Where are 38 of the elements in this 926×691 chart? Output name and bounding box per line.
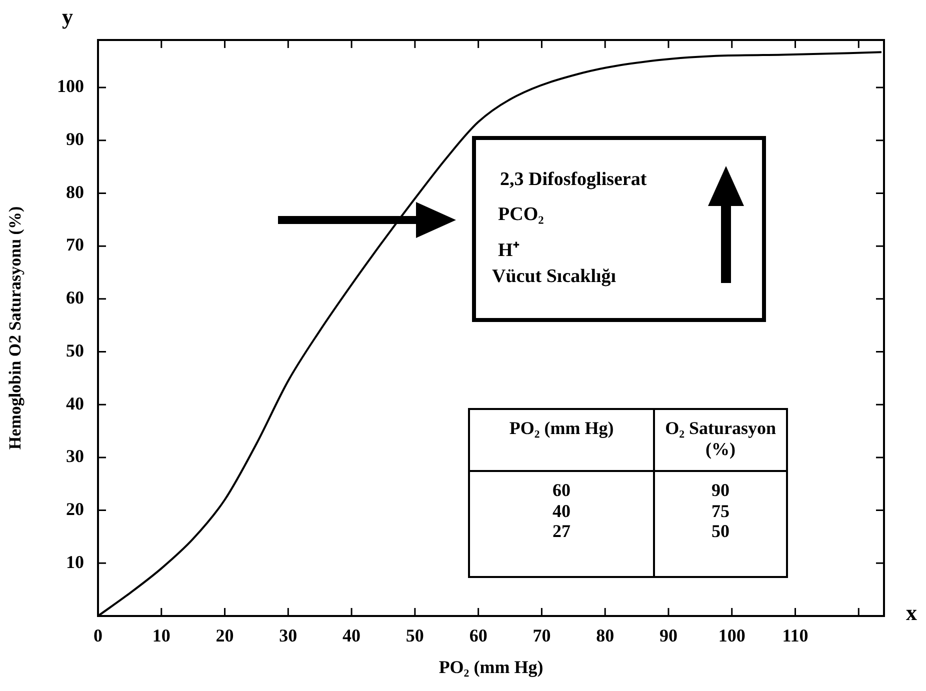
y-tick-label: 60 [66, 288, 84, 308]
text: x [906, 600, 917, 626]
x-tick-label: 100 [718, 625, 746, 646]
y-tick-label: 50 [66, 340, 84, 360]
annotation: H⁺ [498, 239, 519, 262]
y-tick-label: 80 [66, 182, 84, 202]
x-axis-title: PO₂ (mm Hg) [438, 656, 544, 677]
annotation: PO₂ (mm Hg) [508, 418, 615, 439]
y-tick-label: 10 [66, 552, 84, 572]
x-tick-label: 60 [469, 625, 488, 646]
x-tick-label: 10 [152, 625, 170, 646]
x-tick-label: 30 [279, 625, 298, 646]
x-tick-label: 90 [659, 625, 678, 646]
x-tick-label: 70 [532, 625, 551, 646]
annotation: 40 [552, 500, 572, 522]
annotation: 75 [710, 500, 731, 522]
y-tick-label: 90 [66, 129, 84, 150]
annotation: O₂ Saturasyon (%) [664, 418, 777, 460]
y-axis-title: Hemoglobin O2 Saturasyonu (%) [6, 206, 25, 450]
x-tick-label: 110 [782, 625, 808, 646]
x-tick-label: 40 [342, 625, 361, 646]
y-tick-label: 20 [66, 498, 84, 519]
y-tick-label: 40 [66, 393, 84, 414]
annotation: 90 [710, 480, 731, 501]
annotation: 27 [552, 521, 572, 542]
annotation: 50 [710, 521, 731, 542]
y-tick-label: 70 [66, 234, 84, 255]
x-tick-label: 0 [94, 625, 102, 646]
annotation: Vücut Sıcaklığı [492, 266, 616, 288]
annotation: 60 [552, 480, 572, 501]
x-tick-label: 20 [216, 625, 234, 646]
y-tick-label: 100 [57, 76, 84, 96]
annotation: 2,3 Difosfogliserat [500, 169, 647, 191]
x-tick-label: 50 [406, 625, 424, 646]
annotation: PCO₂ [498, 204, 544, 226]
x-tick-label: 80 [596, 625, 614, 646]
y-tick-label: 30 [66, 446, 84, 466]
text: y [62, 4, 73, 30]
